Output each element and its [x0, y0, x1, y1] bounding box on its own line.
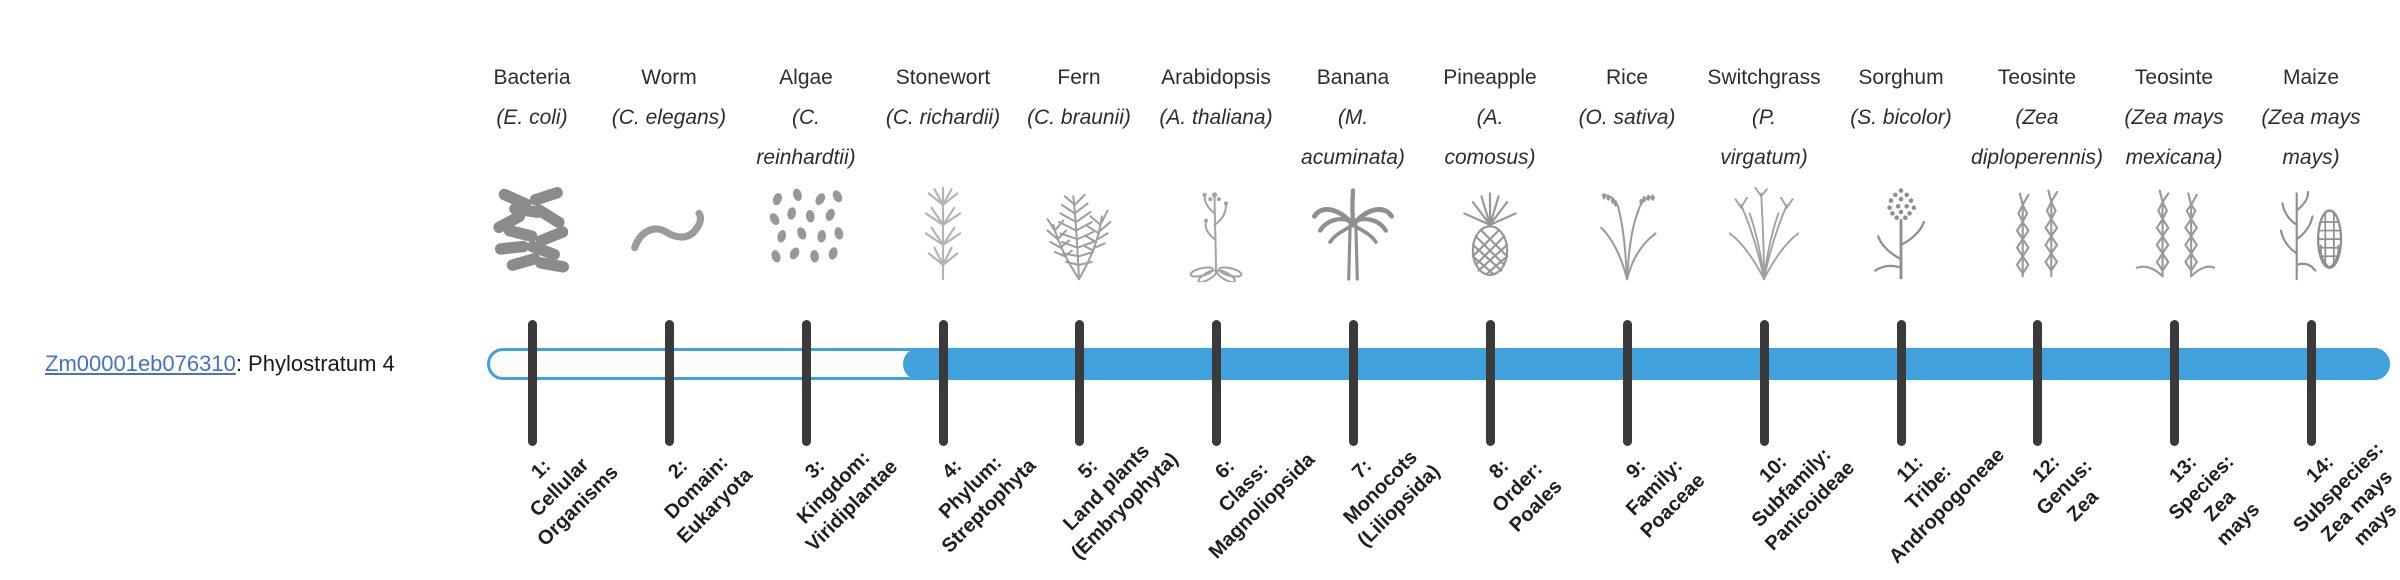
organism-scientific-name: (A. comosus): [1444, 106, 1536, 169]
organism-common-name: Teosinte: [2134, 66, 2214, 89]
organism-scientific-name: (C. richardii): [885, 106, 1001, 129]
fern-icon: [1035, 182, 1123, 282]
organism-column-fern: Fern (C. braunii): [1009, 58, 1149, 318]
organism-column-teosinte-diploperennis: Teosinte (Zea diploperennis): [1967, 58, 2107, 318]
stratum-tick-4: [939, 320, 948, 446]
stratum-label-14: 14: Subspecies: Zea mays mays: [2289, 438, 2400, 551]
organism-common-name: Worm: [641, 66, 697, 89]
organism-column-arabidopsis: Arabidopsis (A. thaliana): [1146, 58, 1286, 318]
sorghum-icon: [1857, 182, 1945, 282]
stratum-tick-8: [1486, 320, 1495, 446]
rice-icon: [1583, 182, 1671, 282]
organism-common-name: Rice: [1605, 66, 1648, 89]
stratum-label-8: 8: Order: Poales: [1485, 455, 1567, 537]
timeline-bar-filled-segment: [903, 348, 2390, 380]
teosinte-mexicana-icon: [2130, 182, 2218, 282]
organism-column-sorghum: Sorghum (S. bicolor): [1831, 58, 1971, 318]
organism-scientific-name: (E. coli): [496, 106, 568, 129]
teosinte-diploperennis-icon: [1993, 182, 2081, 282]
organism-scientific-name: (A. thaliana): [1159, 106, 1273, 129]
switchgrass-icon: [1720, 182, 1808, 282]
stratum-label-4: 4: Phylum: Streptophyta: [934, 451, 1041, 558]
stratum-label-12: 12: Genus: Zea: [2028, 451, 2103, 526]
pineapple-icon: [1446, 182, 1534, 282]
organism-scientific-name: (Zea diploperennis): [1971, 106, 2103, 169]
stratum-tick-13: [2170, 320, 2179, 446]
organism-scientific-name: (P. virgatum): [1720, 106, 1808, 169]
stratum-label-7: 7: Monocots (Liliopsida): [1339, 446, 1445, 552]
stratum-label-1: 1: Cellular Organisms: [525, 453, 623, 551]
stratum-tick-12: [2033, 320, 2042, 446]
stratum-tick-7: [1349, 320, 1358, 446]
organism-column-rice: Rice (O. sativa): [1557, 58, 1697, 318]
stratum-label-10: 10: Subfamily: Panicoideae: [1747, 443, 1860, 556]
organism-column-switchgrass: Switchgrass (P. virgatum): [1694, 58, 1834, 318]
organism-column-algae: Algae (C. reinhardtii): [736, 58, 876, 318]
maize-icon: [2267, 182, 2355, 282]
organism-column-stonewort: Stonewort (C. richardii): [873, 58, 1013, 318]
gene-id-link[interactable]: Zm00001eb076310: [45, 351, 236, 376]
organism-common-name: Teosinte: [1997, 66, 2077, 89]
stratum-tick-14: [2307, 320, 2316, 446]
organism-common-name: Fern: [1057, 66, 1101, 89]
organism-scientific-name: (Zea mays mays): [2261, 106, 2361, 169]
gene-label: Zm00001eb076310: Phylostratum 4: [45, 350, 395, 378]
organism-scientific-name: (C. braunii): [1027, 106, 1131, 129]
stratum-label-9: 9: Family: Poaceae: [1622, 455, 1710, 543]
organism-scientific-name: (C. reinhardtii): [756, 106, 856, 169]
stratum-tick-2: [665, 320, 674, 446]
organism-scientific-name: (C. elegans): [611, 106, 727, 129]
banana-icon: [1309, 182, 1397, 282]
phylostratum-text: : Phylostratum 4: [235, 351, 395, 376]
organism-common-name: Maize: [2282, 66, 2340, 89]
stratum-label-5: 5: Land plants (Embryophyta): [1059, 440, 1183, 564]
stratum-tick-1: [528, 320, 537, 446]
stratum-tick-5: [1075, 320, 1084, 446]
organism-common-name: Algae: [779, 66, 833, 89]
stratum-label-6: 6: Class: Magnoliopsida: [1204, 448, 1320, 564]
stratum-tick-6: [1212, 320, 1221, 446]
organism-common-name: Bacteria: [493, 66, 571, 89]
organism-common-name: Stonewort: [895, 66, 991, 89]
arabidopsis-icon: [1172, 182, 1260, 282]
organism-scientific-name: (Zea mays mexicana): [2124, 106, 2224, 169]
organism-column-pineapple: Pineapple (A. comosus): [1420, 58, 1560, 318]
organism-column-teosinte-mexicana: Teosinte (Zea mays mexicana): [2104, 58, 2244, 318]
organism-common-name: Banana: [1316, 66, 1390, 89]
stratum-tick-10: [1760, 320, 1769, 446]
stratum-label-3: 3: Kingdom: Viridiplantae: [792, 446, 903, 557]
algae-icon: [762, 182, 850, 282]
organism-common-name: Arabidopsis: [1161, 66, 1271, 89]
organism-common-name: Pineapple: [1443, 66, 1537, 89]
bacteria-icon: [488, 182, 576, 282]
stratum-tick-3: [802, 320, 811, 446]
organism-scientific-name: (S. bicolor): [1850, 106, 1952, 129]
stratum-label-11: 11: Tribe: Andropogoneae: [1884, 443, 2009, 568]
stratum-label-13: 13: Species: Zea mays: [2164, 450, 2265, 551]
worm-icon: [625, 182, 713, 282]
organism-common-name: Sorghum: [1858, 66, 1944, 89]
organism-scientific-name: (O. sativa): [1578, 106, 1676, 129]
stratum-tick-11: [1897, 320, 1906, 446]
organism-column-banana: Banana (M. acuminata): [1283, 58, 1423, 318]
organism-column-bacteria: Bacteria (E. coli): [462, 58, 602, 318]
organism-column-worm: Worm (C. elegans): [599, 58, 739, 318]
stonewort-icon: [899, 182, 987, 282]
stratum-label-2: 2: Domain: Eukaryota: [660, 451, 757, 548]
organism-scientific-name: (M. acuminata): [1301, 106, 1405, 169]
organism-common-name: Switchgrass: [1707, 66, 1821, 89]
organism-column-maize: Maize (Zea mays mays): [2241, 58, 2381, 318]
stratum-tick-9: [1623, 320, 1632, 446]
